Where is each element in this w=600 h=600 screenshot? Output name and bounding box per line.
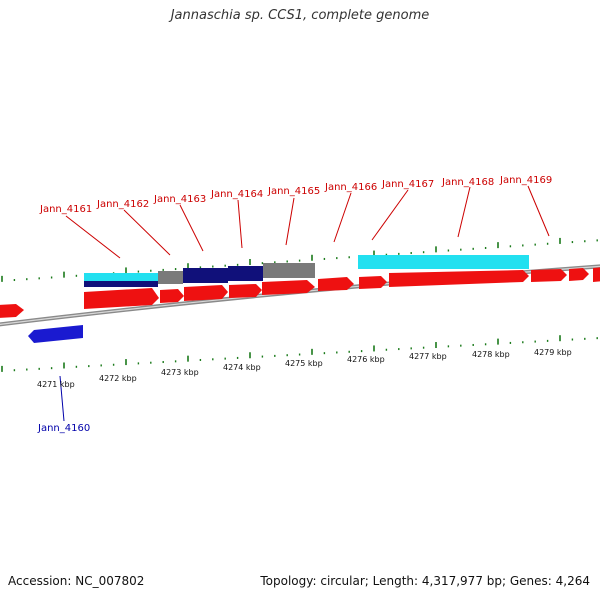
gene-arrow[interactable] <box>184 285 228 301</box>
scale-label-4273: 4273 kbp <box>161 368 199 377</box>
leader-jann-4161 <box>65 215 121 259</box>
scale-labels: 4271 kbp 4272 kbp 4273 kbp 4274 kbp 4275… <box>37 348 572 389</box>
gene-arrow[interactable] <box>359 276 387 289</box>
band-navy-2[interactable] <box>228 266 263 281</box>
gene-arrow[interactable] <box>318 277 354 291</box>
gene-arrow[interactable] <box>389 270 529 287</box>
gene-label-jann-4161[interactable]: Jann_4161 <box>39 204 92 215</box>
feature-bands <box>84 255 529 287</box>
scale-label-4271: 4271 kbp <box>37 380 75 389</box>
leader-jann-4167 <box>371 189 409 241</box>
gene-label-jann-4165[interactable]: Jann_4165 <box>267 186 320 197</box>
leader-jann-4166 <box>333 192 352 243</box>
gene-label-jann-4166[interactable]: Jann_4166 <box>324 182 377 193</box>
gene-arrow[interactable] <box>229 284 262 298</box>
scale-label-4276: 4276 kbp <box>347 355 385 364</box>
leader-jann-4168 <box>457 186 471 238</box>
leader-jann-4165 <box>285 197 295 246</box>
lower-tick-track <box>1 335 598 372</box>
gene-arrow[interactable] <box>531 269 567 282</box>
band-navy-left[interactable] <box>84 281 158 287</box>
gene-arrow[interactable] <box>84 288 159 309</box>
leader-jann-4169 <box>527 185 550 237</box>
band-cyan-left[interactable] <box>84 273 158 281</box>
label-leaders <box>59 185 550 422</box>
reverse-genes <box>28 325 83 343</box>
accession-text: Accession: NC_007802 <box>8 574 145 588</box>
gene-label-jann-4163[interactable]: Jann_4163 <box>153 194 206 205</box>
band-navy-1[interactable] <box>183 268 228 283</box>
leader-jann-4163 <box>179 204 204 252</box>
gene-arrow-jann-4160[interactable] <box>28 325 83 343</box>
gene-label-jann-4169[interactable]: Jann_4169 <box>499 175 552 186</box>
leader-jann-4162 <box>123 209 171 256</box>
gene-label-jann-4162[interactable]: Jann_4162 <box>96 199 149 210</box>
gene-label-jann-4168[interactable]: Jann_4168 <box>441 177 494 188</box>
leader-jann-4160 <box>59 375 65 422</box>
scale-label-4279: 4279 kbp <box>534 348 572 357</box>
scale-label-4274: 4274 kbp <box>223 363 261 372</box>
scale-label-4278: 4278 kbp <box>472 350 510 359</box>
scale-label-4277: 4277 kbp <box>409 352 447 361</box>
gene-arrow[interactable] <box>593 267 600 282</box>
scale-label-4275: 4275 kbp <box>285 359 323 368</box>
genome-title: Jannaschia sp. CCS1, complete genome <box>170 8 430 23</box>
gene-arrow[interactable] <box>262 280 315 295</box>
scale-label-4272: 4272 kbp <box>99 374 137 383</box>
leader-jann-4164 <box>237 199 243 249</box>
topology-text: Topology: circular; Length: 4,317,977 bp… <box>260 574 590 588</box>
gene-arrow[interactable] <box>569 268 589 281</box>
band-cyan-right[interactable] <box>358 255 529 269</box>
forward-genes <box>0 267 600 318</box>
gene-label-jann-4167[interactable]: Jann_4167 <box>381 179 434 190</box>
gene-label-jann-4164[interactable]: Jann_4164 <box>210 189 263 200</box>
band-gray-1[interactable] <box>158 271 183 284</box>
gene-arrow[interactable] <box>160 289 184 303</box>
gene-label-jann-4160[interactable]: Jann_4160 <box>37 423 90 434</box>
gene-arrow[interactable] <box>0 304 24 318</box>
gene-labels: Jann_4161 Jann_4162 Jann_4163 Jann_4164 … <box>37 175 552 434</box>
band-gray-2[interactable] <box>263 263 315 278</box>
